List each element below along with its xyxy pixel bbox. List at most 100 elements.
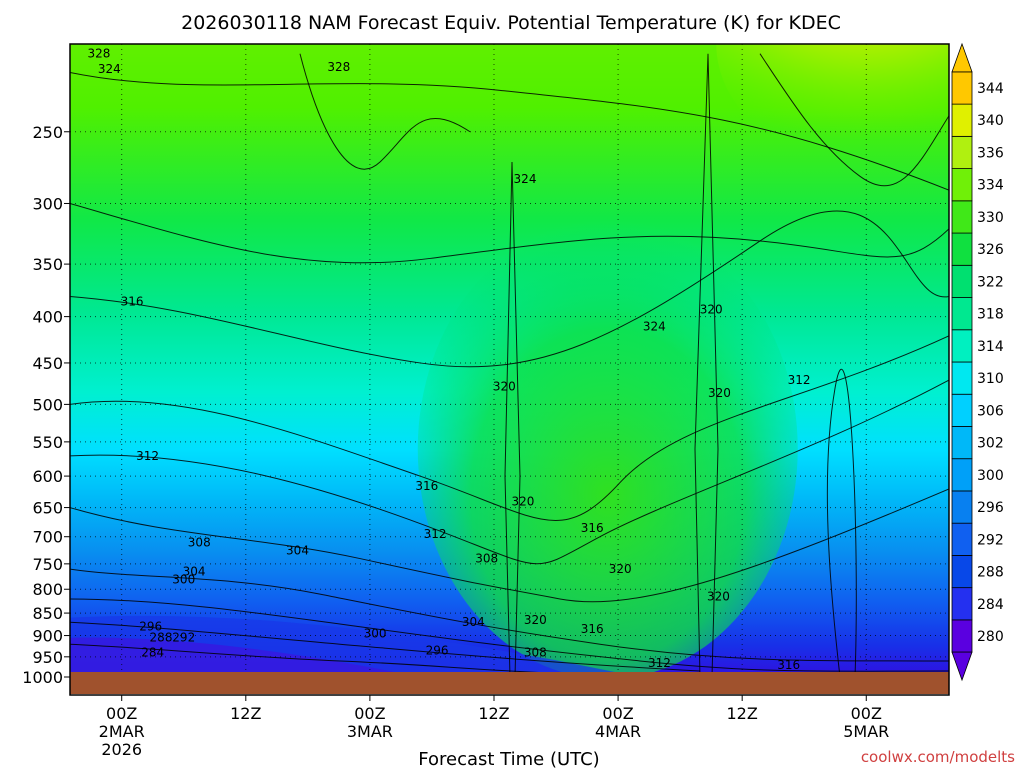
contour-label: 312 <box>788 373 811 387</box>
colorbar-swatch <box>951 168 973 202</box>
contour-label: 316 <box>581 622 604 636</box>
contour-label: 320 <box>511 494 534 508</box>
colorbar-swatch <box>951 135 973 169</box>
colorbar-label: 322 <box>977 274 1004 290</box>
y-tick-label: 450 <box>32 354 63 373</box>
y-tick-label: 600 <box>32 467 63 486</box>
contour-label: 320 <box>707 590 730 604</box>
colorbar-arrow-bottom <box>951 651 973 682</box>
contour-label: 300 <box>364 626 387 640</box>
x-tick-label: 00Z <box>354 704 385 723</box>
colorbar-swatch <box>951 264 973 298</box>
colorbar-label: 314 <box>977 339 1004 355</box>
contour-label: 304 <box>462 615 485 629</box>
colorbar-label: 292 <box>977 532 1004 548</box>
y-tick-label: 750 <box>32 555 63 574</box>
y-tick-label: 500 <box>32 395 63 414</box>
contour-label: 300 <box>172 572 195 586</box>
x-tick-label: 5MAR <box>843 722 889 741</box>
y-axis: 250 300 350 400 450 500 550 600 650 700 750 800 850 9… <box>22 123 70 687</box>
contour-line <box>70 210 949 368</box>
colorbar-label: 306 <box>977 403 1004 419</box>
colorbar-swatch <box>951 490 973 524</box>
contour-line <box>70 568 949 662</box>
colorbar-swatch <box>951 329 973 363</box>
y-tick-label: 900 <box>32 627 63 646</box>
credit-label: coolwx.com/modelts <box>861 748 1015 766</box>
contour-line <box>70 488 949 603</box>
y-tick-label: 700 <box>32 528 63 547</box>
y-tick-label: 950 <box>32 648 63 667</box>
contour-label: 320 <box>700 303 723 317</box>
colorbar: 280 284 288 292 296 300 302 306 310 314 318 322 326 3… <box>951 42 1004 682</box>
colorbar-label: 300 <box>977 468 1004 484</box>
colorbar-swatch <box>951 232 973 266</box>
colorbar-label: 296 <box>977 500 1004 516</box>
colorbar-swatch <box>951 103 973 137</box>
contour-label: 324 <box>514 172 537 186</box>
contour-label: 328 <box>327 60 350 74</box>
y-tick-label: 350 <box>32 255 63 274</box>
colorbar-label: 288 <box>977 565 1004 581</box>
y-tick-label: 300 <box>32 194 63 213</box>
contour-line <box>694 53 719 677</box>
contour-label: 308 <box>188 535 211 549</box>
y-tick-label: 850 <box>32 604 63 623</box>
contour-label: 324 <box>98 62 121 76</box>
colorbar-label: 330 <box>977 210 1004 226</box>
x-tick-label: 3MAR <box>347 722 393 741</box>
colorbar-label: 302 <box>977 436 1004 452</box>
contour-label: 324 <box>643 319 666 333</box>
x-tick-label: 00Z <box>851 704 882 723</box>
x-tick-label: 00Z <box>602 704 633 723</box>
x-tick-label: 12Z <box>230 704 261 723</box>
colorbar-swatch <box>951 555 973 589</box>
colorbar-swatch <box>951 619 973 653</box>
colorbar-label: 310 <box>977 371 1004 387</box>
contour-line <box>504 162 521 677</box>
contour-label: 316 <box>121 295 144 309</box>
x-tick-label: 4MAR <box>595 722 641 741</box>
colorbar-swatch <box>951 200 973 234</box>
contour-label: 328 <box>88 47 111 61</box>
y-tick-label: 550 <box>32 433 63 452</box>
contour-line <box>70 379 949 565</box>
colorbar-label: 318 <box>977 307 1004 323</box>
contour-label: 308 <box>524 646 547 660</box>
y-tick-label: 1000 <box>22 668 63 687</box>
contour-label: 308 <box>475 552 498 566</box>
contour-label: 304 <box>286 544 309 558</box>
contour-label: 320 <box>708 386 731 400</box>
colorbar-swatch <box>951 361 973 395</box>
colorbar-label: 334 <box>977 178 1004 194</box>
contour-label: 316 <box>777 658 800 672</box>
colorbar-swatch <box>951 393 973 427</box>
contour-line <box>759 53 949 187</box>
x-tick-label: 00Z <box>106 704 137 723</box>
x-tick-label: 2026 <box>101 740 142 759</box>
colorbar-swatch <box>951 426 973 460</box>
contour-label: 296 <box>426 644 449 658</box>
ground-strip <box>70 672 949 694</box>
contour-line <box>70 335 949 521</box>
colorbar-label: 344 <box>977 81 1004 97</box>
contour-line <box>70 202 949 264</box>
contour-line <box>70 71 949 191</box>
plot-border <box>69 43 950 696</box>
colorbar-swatch <box>951 71 973 105</box>
y-tick-label: 650 <box>32 499 63 518</box>
y-tick-label: 400 <box>32 308 63 327</box>
colorbar-label: 340 <box>977 113 1004 129</box>
contour-label: 292 <box>172 631 195 645</box>
colorbar-label: 336 <box>977 145 1004 161</box>
contour-label: 312 <box>648 656 671 670</box>
y-tick-label: 800 <box>32 580 63 599</box>
contour-line <box>70 621 701 672</box>
contour-label: 296 <box>139 620 162 634</box>
contour-label: 320 <box>524 613 547 627</box>
colorbar-swatch <box>951 522 973 556</box>
colorbar-swatch <box>951 587 973 621</box>
